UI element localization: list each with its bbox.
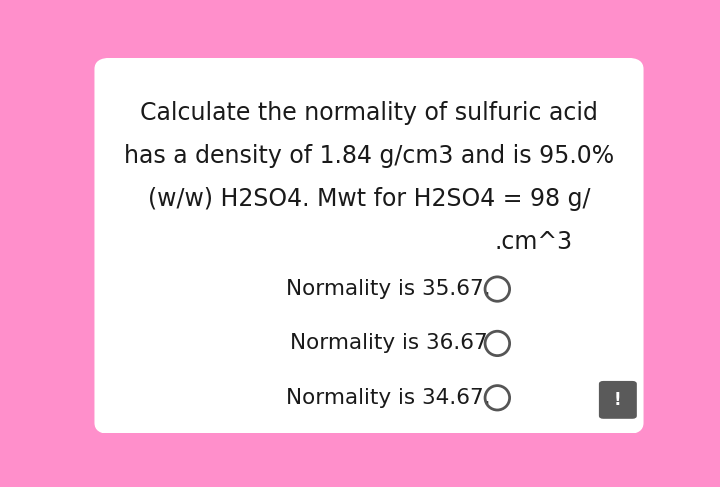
Text: Normality is 35.67.: Normality is 35.67. bbox=[287, 279, 491, 299]
Text: !: ! bbox=[614, 391, 621, 409]
FancyBboxPatch shape bbox=[94, 57, 644, 434]
Text: Normality is 36.67: Normality is 36.67 bbox=[289, 334, 487, 354]
FancyBboxPatch shape bbox=[599, 381, 637, 419]
Text: .cm^3: .cm^3 bbox=[495, 230, 572, 254]
Text: Normality is 34.67.: Normality is 34.67. bbox=[287, 388, 491, 408]
Text: (w/w) H2SO4. Mwt for H2SO4 = 98 g/: (w/w) H2SO4. Mwt for H2SO4 = 98 g/ bbox=[148, 187, 590, 211]
Text: Calculate the normality of sulfuric acid: Calculate the normality of sulfuric acid bbox=[140, 101, 598, 125]
Text: has a density of 1.84 g/cm3 and is 95.0%: has a density of 1.84 g/cm3 and is 95.0% bbox=[124, 144, 614, 168]
